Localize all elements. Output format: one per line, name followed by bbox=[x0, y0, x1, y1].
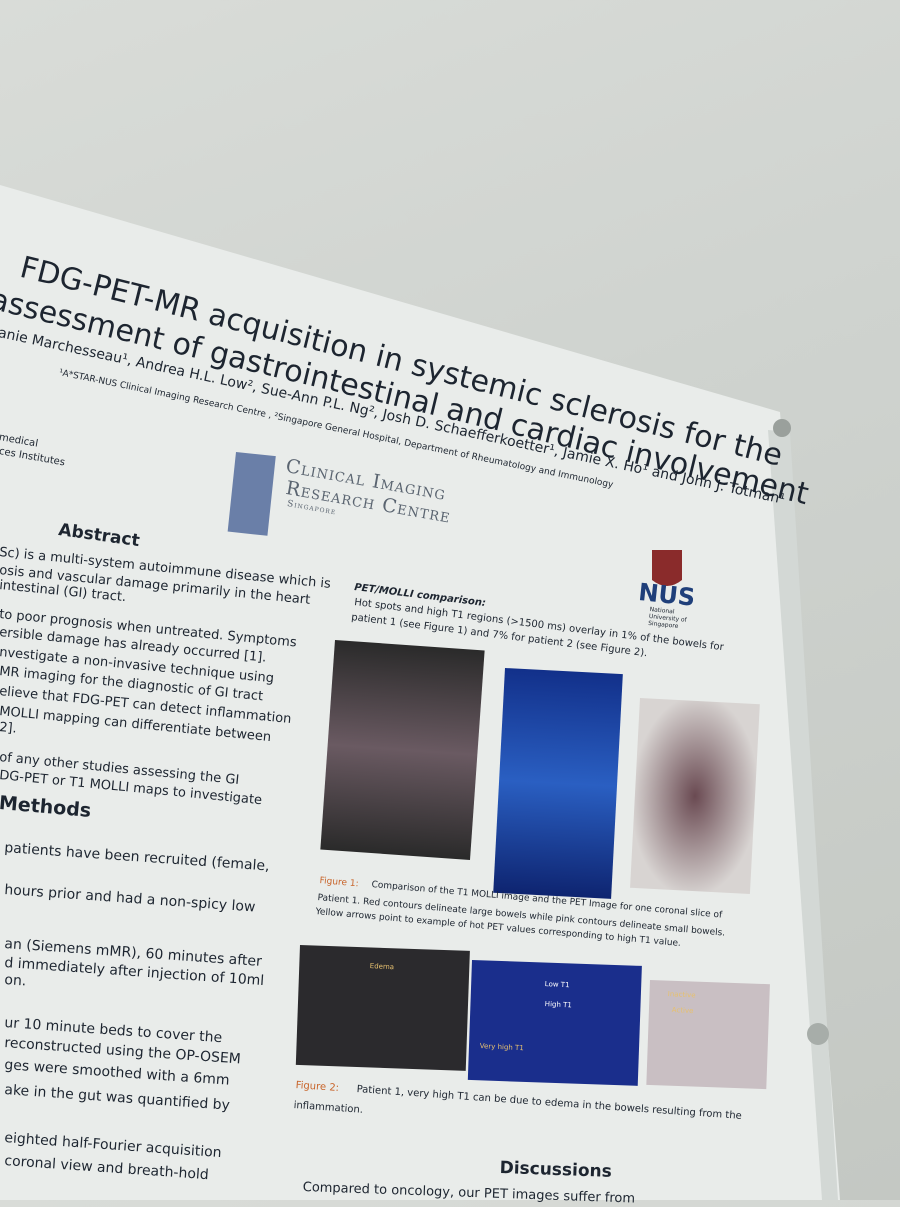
acrylic-edge bbox=[768, 430, 838, 1200]
mount-screw bbox=[773, 419, 791, 437]
abstract-line: 2]. bbox=[0, 720, 18, 737]
mount-screw bbox=[807, 1023, 829, 1045]
pet-image bbox=[493, 668, 623, 899]
pet-detail bbox=[467, 960, 642, 1086]
section-heading: Discussions bbox=[499, 1158, 613, 1182]
figure-annotation: Edema bbox=[369, 962, 395, 972]
nus-crest bbox=[652, 550, 682, 586]
circ-logo-figure bbox=[227, 451, 276, 536]
figure-annotation: High T1 bbox=[544, 1000, 573, 1010]
mri-image bbox=[320, 640, 485, 860]
figure-annotation: Inactive bbox=[667, 990, 696, 1000]
overlay-detail bbox=[646, 980, 770, 1090]
figure-annotation: Active bbox=[671, 1006, 694, 1016]
nus-logo: NUS bbox=[637, 578, 697, 612]
figure-annotation: Low T1 bbox=[544, 980, 570, 990]
methods-line: on. bbox=[3, 972, 27, 990]
pet-mri-overlay bbox=[630, 698, 760, 895]
